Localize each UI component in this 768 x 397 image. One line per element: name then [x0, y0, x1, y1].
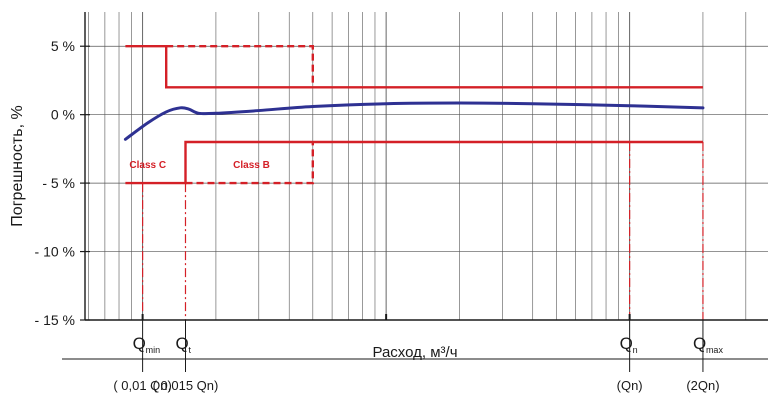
limit-line-3	[185, 142, 314, 185]
flow-label-qmin: Q	[133, 334, 146, 353]
y-tick-label: 5 %	[51, 38, 75, 54]
annotation-class-c: Class C	[129, 160, 166, 171]
y-tick-label: - 5 %	[42, 175, 75, 191]
y-axis-label: Погрешность, %	[9, 105, 26, 226]
flow-label-sub-qmax: max	[706, 345, 724, 355]
annotation-class-b: Class B	[233, 160, 270, 171]
error-curve-line-0	[123, 101, 705, 141]
flow-note-qmax: (2Qn)	[686, 378, 719, 393]
limit-line-1	[125, 140, 703, 185]
flow-label-qn: Q	[620, 334, 633, 353]
limit-lines	[125, 45, 704, 320]
flow-label-qmax: Q	[693, 334, 706, 353]
x-axis-label: Расход, м³/ч	[372, 344, 457, 361]
flow-note-qn: (Qn)	[617, 378, 643, 393]
flow-note-qt: ( 0,015 Qn)	[153, 378, 219, 393]
limit-line-2	[166, 45, 314, 88]
labels: 5 % 0 % - 5 % - 10 % - 15 % Погрешность, % Рас…	[9, 38, 723, 393]
y-tick-label: - 15 %	[35, 312, 75, 328]
axes	[62, 12, 768, 372]
flow-label-sub-qn: n	[633, 345, 638, 355]
error-curve	[123, 101, 705, 141]
grid	[85, 12, 768, 321]
y-tick-label: - 10 %	[35, 244, 75, 260]
y-tick-label: 0 %	[51, 107, 75, 123]
flow-label-qt: Q	[175, 334, 188, 353]
flow-label-sub-qt: t	[188, 345, 191, 355]
flow-label-sub-qmin: min	[146, 345, 161, 355]
limit-line-0	[125, 45, 703, 89]
flow-note-qmin: ( 0,01 Qn)	[113, 378, 172, 393]
